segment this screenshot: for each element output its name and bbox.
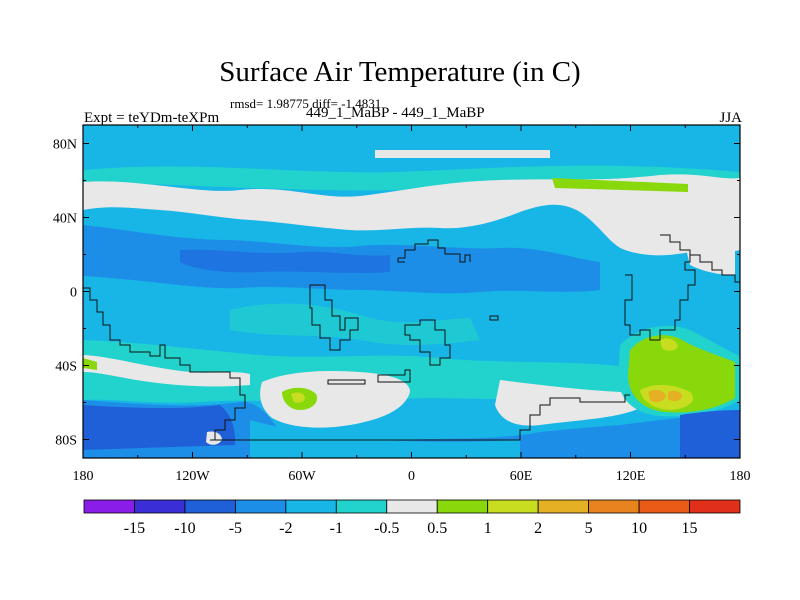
y-tick-label: 0	[70, 286, 77, 301]
field-arctic	[83, 125, 740, 170]
field-south-teal	[83, 340, 740, 403]
field-arctic-white	[375, 150, 550, 158]
field-south-white-right	[495, 380, 644, 426]
colorbar-swatch	[83, 499, 135, 514]
field-tropic-teal	[230, 303, 480, 345]
colorbar-label: 5	[585, 520, 593, 537]
colorbar-swatch	[588, 499, 640, 514]
x-tick-label: 120W	[175, 469, 210, 484]
field-south-white-center	[260, 371, 410, 428]
colorbar-label: 15	[682, 520, 698, 537]
coast-africa	[397, 239, 471, 263]
x-tick-label: 0	[408, 469, 415, 484]
colorbar-swatch	[689, 499, 741, 514]
colorbar-label: -1	[330, 520, 343, 537]
colorbar-swatch	[134, 499, 186, 514]
x-tick-label: 60E	[510, 469, 533, 484]
coast-africa-south	[404, 319, 451, 366]
field-east-white-1	[655, 235, 682, 253]
colorbar-swatch	[386, 499, 438, 514]
coast-east-continent	[624, 234, 740, 341]
field-antarctic-white	[206, 431, 222, 445]
colorbar-label: -0.5	[374, 520, 399, 537]
colorbar-label: -2	[279, 520, 292, 537]
season-label: JJA	[719, 110, 742, 126]
colorbar-label: 2	[534, 520, 542, 537]
field-north-green	[552, 178, 688, 192]
colorbar-swatch	[638, 499, 690, 514]
field-south-green-center-2	[291, 392, 305, 403]
field-south-darkblue-left	[83, 405, 236, 450]
map-field	[83, 125, 740, 458]
field-south-green-left	[83, 358, 97, 370]
coast-south-island	[377, 369, 411, 383]
field-south-cyan	[250, 420, 520, 458]
field-south-blue	[83, 400, 740, 458]
colorbar-label: -15	[124, 520, 145, 537]
colorbar: -15 -10 -5 -2 -1 -0.5 0.5 1 2 5 10 15	[83, 499, 741, 537]
colorbar-swatch	[537, 499, 590, 514]
x-axis: 180 120W 60W 0 60E 120E 180	[73, 125, 751, 484]
coast-antarctica	[210, 394, 630, 441]
coastlines	[83, 234, 740, 441]
field-aus-orange-1	[648, 389, 666, 403]
field-aus-orange-2	[668, 390, 682, 402]
x-tick-label: 180	[730, 469, 751, 484]
colorbar-label: 10	[631, 520, 647, 537]
colorbar-label: -5	[229, 520, 242, 537]
field-south-white-left	[83, 355, 250, 387]
stats-label: rmsd= 1.98775 diff= -1.4831	[230, 96, 382, 111]
y-tick-label: 40S	[55, 360, 77, 375]
coast-south-strip	[327, 379, 366, 385]
field-north-white	[83, 174, 740, 256]
case-label: 449_1_MaBP - 449_1_MaBP	[306, 105, 485, 121]
y-tick-label: 80S	[55, 434, 77, 449]
coast-south-america	[83, 287, 246, 441]
x-tick-label: 120E	[616, 469, 646, 484]
colorbar-swatch	[184, 499, 236, 514]
coast-central-south-america	[309, 284, 359, 351]
colorbar-label: 1	[484, 520, 492, 537]
x-tick-label: 60W	[288, 469, 316, 484]
y-axis: 80N 40N 0 40S 80S	[53, 138, 740, 449]
coast-small-island	[489, 315, 499, 321]
y-tick-label: 40N	[53, 212, 77, 227]
field-aus-yellow-2	[660, 338, 678, 351]
colorbar-label: 0.5	[427, 520, 447, 537]
colorbar-swatch	[335, 499, 388, 514]
colorbar-swatch	[487, 499, 539, 514]
colorbar-label: -10	[174, 520, 195, 537]
field-south-darkblue-right	[680, 410, 740, 458]
experiment-label: Expt = teYDm-teXPm	[84, 110, 220, 126]
y-tick-label: 80N	[53, 138, 77, 153]
field-east-white-2	[685, 242, 735, 275]
x-tick-label: 180	[73, 469, 94, 484]
colorbar-swatch	[234, 499, 287, 514]
colorbar-swatch	[285, 499, 337, 514]
chart-title: Surface Air Temperature (in C)	[219, 56, 581, 88]
colorbar-swatch	[436, 499, 489, 514]
field-mid-blue-2	[180, 249, 390, 273]
